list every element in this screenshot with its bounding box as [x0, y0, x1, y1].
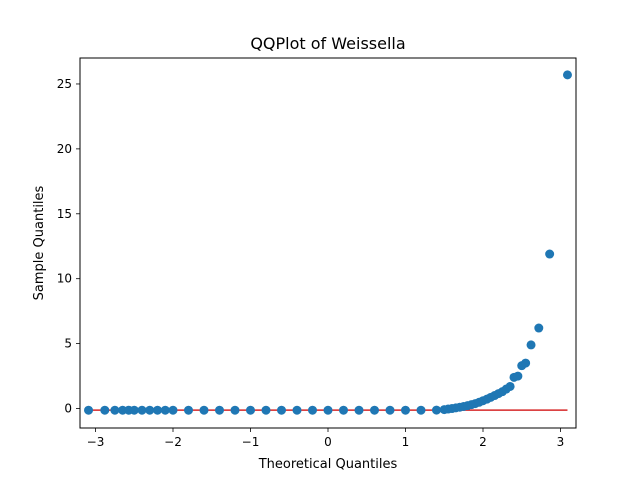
data-point	[137, 405, 147, 415]
data-point	[521, 358, 531, 368]
y-axis-label: Sample Quantiles	[32, 185, 47, 300]
y-tick-label: 25	[57, 77, 72, 91]
x-tick-label: 1	[402, 435, 410, 449]
x-tick-label: 2	[479, 435, 487, 449]
data-point	[385, 405, 395, 415]
x-tick-label: 0	[324, 435, 332, 449]
data-point	[323, 405, 333, 415]
data-point	[292, 405, 302, 415]
data-point	[416, 405, 426, 415]
data-point	[153, 405, 162, 415]
y-tick-label: 20	[57, 142, 72, 156]
data-point	[215, 405, 224, 415]
data-point	[545, 249, 555, 259]
data-point	[277, 405, 286, 415]
data-point	[261, 405, 271, 415]
data-point	[432, 405, 441, 415]
y-tick-label: 15	[57, 207, 72, 221]
data-point	[401, 405, 410, 415]
data-point	[184, 405, 193, 415]
data-point	[230, 405, 240, 415]
x-axis-label: Theoretical Quantiles	[258, 457, 398, 472]
data-point	[118, 405, 128, 415]
data-point	[145, 405, 155, 415]
chart-title: QQPlot of Weissella	[250, 34, 405, 53]
points-layer	[84, 70, 572, 415]
y-tick-label: 5	[64, 337, 72, 351]
x-tick-label: −2	[164, 435, 182, 449]
data-point	[246, 405, 255, 415]
data-point	[526, 340, 536, 350]
data-point	[370, 405, 379, 415]
data-point	[534, 323, 544, 333]
data-point	[84, 405, 94, 415]
data-point	[513, 371, 523, 381]
y-axis: 0 5 10 15 20 25	[57, 77, 80, 416]
x-tick-label: 3	[557, 435, 565, 449]
x-tick-label: −1	[242, 435, 260, 449]
data-point	[505, 381, 515, 391]
y-tick-label: 10	[57, 272, 72, 286]
data-point	[168, 405, 178, 415]
data-point	[308, 405, 317, 415]
x-axis: −3 −2 −1 0 1 2 3	[87, 428, 565, 449]
data-point	[100, 405, 110, 415]
data-point	[339, 405, 348, 415]
data-point	[354, 405, 364, 415]
data-point	[160, 405, 170, 415]
data-point	[199, 405, 209, 415]
data-point	[110, 405, 120, 415]
y-tick-label: 0	[64, 402, 72, 416]
x-tick-label: −3	[87, 435, 105, 449]
data-point	[562, 70, 572, 80]
data-point	[129, 405, 139, 415]
